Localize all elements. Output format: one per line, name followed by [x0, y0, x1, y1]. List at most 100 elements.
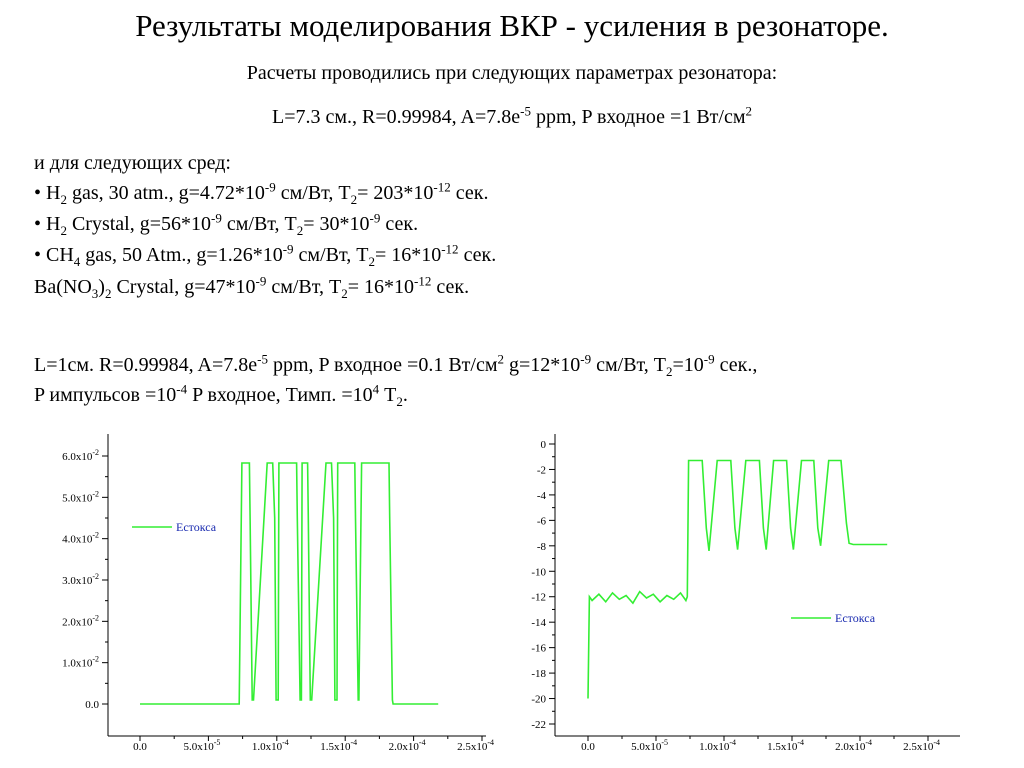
media-text: = 16*10	[347, 276, 415, 298]
series-line	[587, 459, 888, 699]
y-tick-label: -4	[537, 490, 547, 502]
x-tick-label-exp: -4	[865, 738, 872, 747]
y-tick-label: -18	[531, 668, 546, 680]
l1-sup: -9	[703, 351, 715, 367]
media-sub: 2	[296, 223, 304, 238]
media-text: см/Вт, T	[293, 244, 369, 266]
x-tick-label: 1.0x10-4	[699, 738, 736, 753]
media-sub: 3	[91, 286, 99, 301]
l2-text: P импульсов =10	[34, 384, 177, 406]
media-text: )	[98, 276, 105, 298]
params-sup-b: 2	[745, 103, 753, 119]
y-tick-label-exp: -2	[92, 489, 99, 498]
x-tick-label-exp: -4	[797, 738, 804, 747]
media-sup: -9	[369, 210, 381, 226]
media-text: • H	[34, 213, 61, 235]
media-sup: -9	[264, 179, 276, 195]
media-sub: 2	[60, 223, 67, 238]
media-sup: -12	[414, 273, 432, 289]
media-sup: -12	[433, 179, 451, 195]
params-text-a: L=7.3 см., R=0.99984, A=7.8e	[272, 106, 521, 128]
l1-text: см/Вт, T	[591, 354, 667, 376]
media-text: см/Вт, T	[266, 276, 342, 298]
x-tick-label: 2.0x10-4	[835, 738, 872, 753]
y-tick-label: -12	[531, 592, 546, 604]
y-tick-label: 3.0x10-2	[62, 572, 99, 587]
media-text: • H	[34, 182, 61, 204]
media-sub: 4	[73, 254, 81, 269]
x-tick-label-exp: -5	[214, 738, 221, 747]
media-text: = 203*10	[357, 182, 434, 204]
l1-sup: -5	[257, 351, 268, 367]
l2-sup: -4	[176, 381, 188, 397]
media-text: см/Вт, T	[221, 213, 297, 235]
l1-text: g=12*10	[504, 354, 581, 376]
l1-sub: 2	[666, 364, 673, 379]
l1-sup: 2	[497, 351, 505, 367]
l2-sup: 4	[372, 381, 380, 397]
media-text: сек.	[450, 182, 489, 204]
media-text: gas, 50 Atm., g=1.26*10	[80, 244, 283, 266]
x-tick-label: 2.0x10-4	[389, 738, 426, 753]
media-text: сек.	[380, 213, 419, 235]
x-tick-label: 5.0x10-5	[631, 738, 668, 753]
chart-left-svg: 0.0 1.0x10-2 2.0x10-2 3.0x10-2 4.0x10-2 5.0x1…	[62, 434, 494, 753]
y-tick-label: 0	[541, 439, 547, 451]
series-line	[140, 462, 439, 705]
x-tick-label: 5.0x10-5	[183, 738, 220, 753]
media-text: сек.	[431, 276, 470, 298]
y-tick-label: 6.0x10-2	[62, 448, 99, 463]
resonator-params: L=7.3 см., R=0.99984, A=7.8e-5 ppm, P вх…	[0, 103, 1024, 129]
media-text: сек.	[458, 244, 497, 266]
y-tick-label: 5.0x10-2	[62, 489, 99, 504]
x-tick-label: 0.0	[133, 741, 147, 753]
slide-title: Результаты моделирования ВКР - усиления …	[135, 8, 889, 43]
x-tick-label: 0.0	[581, 741, 595, 753]
x-tick-label: 1.0x10-4	[252, 738, 289, 753]
x-tick-label-exp: -5	[661, 738, 668, 747]
media-sup: -9	[255, 273, 267, 289]
x-tick-label-exp: -4	[351, 738, 358, 747]
l1-text: ppm, P входное =0.1 Вт/см	[268, 354, 498, 376]
l1-text: L=1см. R=0.99984, A=7.8e	[34, 354, 258, 376]
media-text: Crystal, g=56*10	[66, 213, 212, 235]
y-tick-label-exp: -2	[92, 448, 99, 457]
l2-text: .	[402, 384, 408, 406]
legend-label: Естокса	[835, 611, 876, 625]
y-tick-label: 2.0x10-2	[62, 613, 99, 628]
y-tick-label: -8	[537, 541, 547, 553]
media-text: • CH	[34, 244, 74, 266]
l1-params-line: L=1см. R=0.99984, A=7.8e-5 ppm, P входно…	[34, 351, 758, 379]
y-tick-label: -14	[531, 617, 546, 629]
y-tick-label: 4.0x10-2	[62, 531, 99, 546]
l1-text: =10	[672, 354, 704, 376]
l2-text: T	[379, 384, 397, 406]
l1-sup: -9	[580, 351, 592, 367]
media-intro: и для следующих сред:	[34, 152, 231, 174]
l1-text: сек.,	[714, 354, 758, 376]
media-sub: 2	[350, 192, 358, 207]
x-tick-label: 1.5x10-4	[767, 738, 804, 753]
media-text: Ba(NO	[34, 276, 92, 298]
media-sub: 2	[104, 286, 112, 301]
slide-subtitle: Расчеты проводились при следующих параме…	[246, 62, 778, 84]
params-sup-a: -5	[520, 103, 531, 119]
media-text: см/Вт, T	[275, 182, 351, 204]
media-text: Crystal, g=47*10	[111, 276, 256, 298]
media-sup: -9	[282, 241, 294, 257]
media-text: = 16*10	[374, 244, 442, 266]
x-tick-label-exp: -4	[487, 738, 494, 747]
x-tick-label-exp: -4	[419, 738, 426, 747]
params-text-b: ppm, P входное =1 Вт/см	[531, 106, 746, 128]
x-tick-label: 1.5x10-4	[320, 738, 357, 753]
y-tick-label: -6	[537, 515, 547, 527]
y-tick-label-exp: -2	[92, 655, 99, 664]
media-sup: -9	[211, 210, 222, 226]
l2-sub: 2	[396, 394, 403, 409]
y-tick-label-exp: -2	[92, 572, 99, 581]
x-tick-label: 2.5x10-4	[903, 738, 940, 753]
media-sub: 2	[368, 254, 375, 269]
media-item-h2-crystal: • H2 Crystal, g=56*10-9 см/Вт, T2= 30*10…	[34, 210, 419, 238]
y-tick-label: -22	[531, 719, 546, 731]
y-tick-label-exp: -2	[92, 531, 99, 540]
